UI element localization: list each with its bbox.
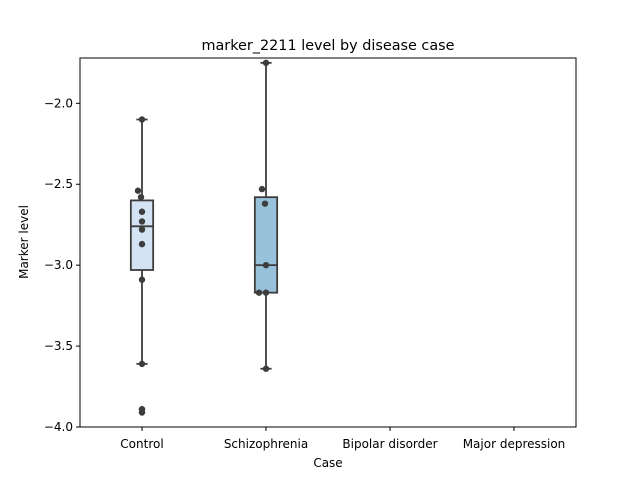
axes-frame [79, 57, 577, 428]
y-axis-label: Marker level [17, 205, 31, 279]
data-point [262, 365, 270, 372]
x-tick-label: Major depression [463, 437, 566, 451]
y-tick-label: −2.5 [44, 177, 73, 191]
y-tick-label: −4.0 [44, 420, 73, 434]
data-point [138, 276, 146, 283]
y-tick-label: −3.5 [44, 339, 73, 353]
y-tick-label: −3.0 [44, 258, 73, 272]
data-point [262, 59, 270, 67]
data-point [262, 261, 270, 269]
data-point [138, 240, 146, 248]
data-point [138, 208, 146, 215]
box-body [253, 196, 279, 294]
data-point [138, 116, 146, 123]
data-point [138, 360, 146, 368]
x-axis: Control Schizophrenia Bipolar disorder Majo… [120, 427, 565, 451]
data-point [138, 226, 146, 233]
box-control [129, 116, 155, 416]
x-axis-label: Case [313, 456, 342, 470]
box-schizophrenia [253, 59, 279, 372]
box-body [129, 199, 155, 271]
x-tick-label: Schizophrenia [224, 437, 308, 451]
plot-area [129, 59, 279, 416]
data-point [262, 289, 270, 296]
data-point [255, 289, 263, 296]
x-tick-label: Control [120, 437, 163, 451]
data-point [134, 187, 142, 194]
data-point [137, 193, 145, 201]
data-point [138, 218, 146, 225]
y-axis: −4.0 −3.5 −3.0 −2.5 −2.0 [44, 96, 80, 434]
x-tick-label: Bipolar disorder [342, 437, 437, 451]
data-point [261, 200, 269, 207]
chart-title: marker_2211 level by disease case [201, 38, 454, 54]
data-point [138, 409, 146, 416]
y-tick-label: −2.0 [44, 96, 73, 110]
data-point [258, 185, 266, 193]
